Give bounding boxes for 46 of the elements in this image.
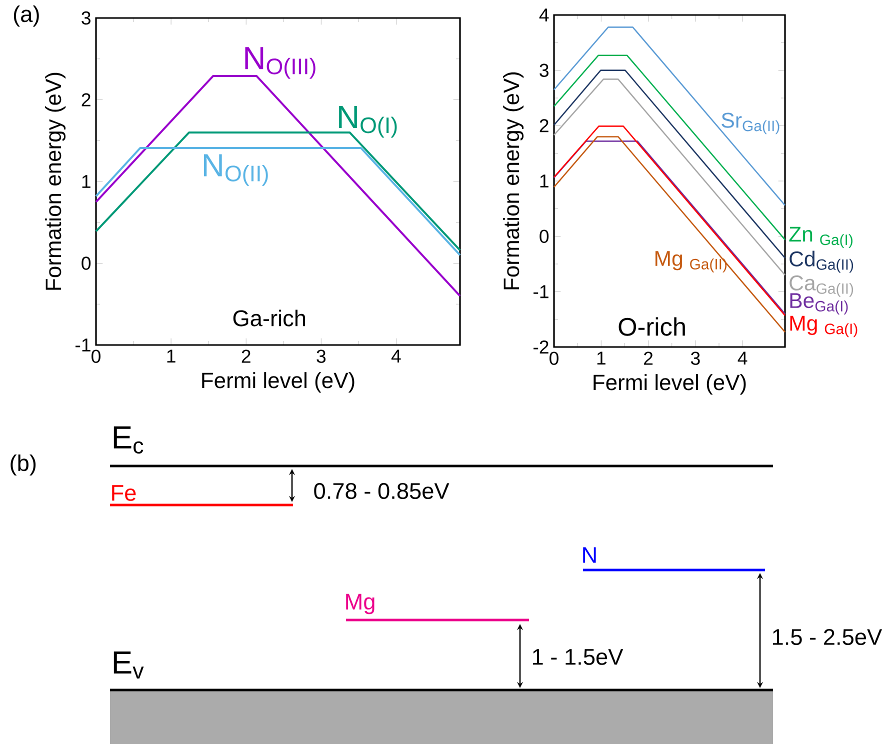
y-tick-label: 2: [82, 93, 90, 106]
y-tick-label: 1: [540, 174, 548, 188]
series-label: N$_{O(II)}$: [204, 154, 268, 186]
text: 0.78 - 0.85eV: [314, 482, 450, 500]
x-tick-label: 2: [242, 350, 250, 363]
text: E$_{c}$: [114, 426, 144, 454]
x-tick-label: 2: [644, 352, 653, 365]
x-tick-label: 4: [391, 350, 401, 363]
annotation: O-rich: [618, 317, 685, 336]
y-tick-label: 1: [82, 175, 90, 188]
text: E$_{v}$: [114, 652, 144, 678]
y-axis-title: Formation energy (eV): [503, 72, 524, 290]
series-label: Cd$_{Ga(II)}$: [790, 250, 854, 273]
x-tick-label: 3: [316, 350, 326, 363]
text: (a): [14, 5, 39, 27]
y-axis-title: Formation energy (eV): [45, 72, 66, 290]
text: Mg: [346, 594, 374, 614]
series-label: Mg $_{Ga(II)}$: [656, 251, 727, 272]
text: (b): [10, 454, 36, 476]
y-tick-label: 3: [540, 64, 548, 77]
annotation: Ga-rich: [233, 310, 306, 326]
series-label: N$_{O(III)}$: [245, 47, 316, 79]
y-tick-label: 2: [540, 119, 548, 132]
y-tick-label: 3: [82, 11, 90, 25]
x-axis-title: Fermi level (eV): [594, 374, 746, 395]
y-tick-label: -1: [534, 285, 548, 298]
series-label: Sr$_{Ga(II)}$: [722, 112, 780, 134]
series-label: Mg $_{Ga(I)}$: [790, 316, 858, 338]
y-tick-label: 0: [540, 230, 549, 243]
y-tick-label: 0: [82, 256, 91, 270]
text: 1.5 - 2.5eV: [773, 628, 882, 646]
text: N: [583, 547, 596, 563]
series-label: N$_{O(I)}$: [339, 106, 397, 138]
text: Fe: [112, 485, 136, 501]
x-tick-label: 3: [690, 352, 700, 365]
x-tick-label: 1: [597, 352, 606, 365]
series-label: Zn $_{Ga(I)}$: [789, 226, 852, 248]
x-axis-title: Fermi level (eV): [202, 372, 354, 393]
text: 1 - 1.5eV: [533, 649, 624, 665]
x-tick-label: 1: [167, 350, 176, 363]
x-tick-label: 0: [550, 352, 558, 365]
y-tick-label: -2: [534, 340, 548, 354]
x-tick-label: 4: [738, 352, 748, 365]
y-tick-label: -1: [76, 338, 90, 352]
y-tick-label: 4: [539, 8, 549, 22]
x-tick-label: 0: [92, 350, 100, 363]
